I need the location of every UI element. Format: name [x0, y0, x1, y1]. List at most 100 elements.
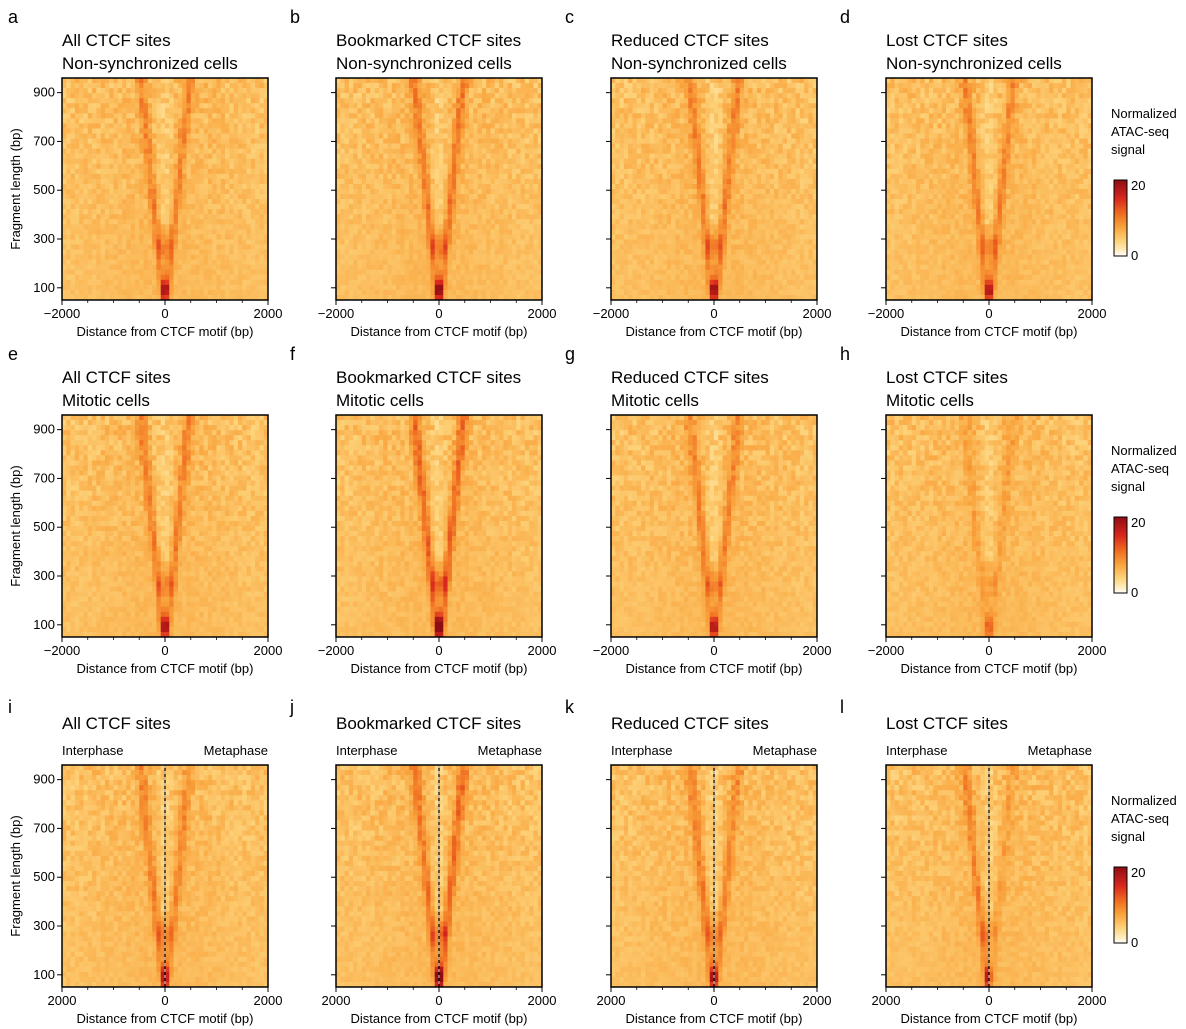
heatmap-cell: [148, 179, 153, 184]
heatmap-cell: [383, 275, 388, 280]
heatmap-cell: [238, 144, 243, 149]
heatmap-cell: [418, 229, 423, 234]
heatmap-cell: [491, 255, 496, 260]
heatmap-cell: [156, 128, 161, 133]
heatmap-cell: [413, 159, 418, 164]
heatmap-cell: [388, 189, 393, 194]
heatmap-cell: [533, 108, 538, 113]
heatmap-cell: [66, 280, 71, 285]
heatmap-cell: [521, 169, 526, 174]
heatmap-cell: [144, 214, 149, 219]
heatmap-cell: [396, 209, 401, 214]
heatmap-cell: [375, 83, 380, 88]
heatmap-cell: [443, 113, 448, 118]
heatmap-cell: [144, 224, 149, 229]
heatmap-cell: [165, 194, 170, 199]
heatmap-cell: [161, 118, 166, 123]
heatmap-cell: [349, 123, 354, 128]
heatmap-cell: [92, 93, 97, 98]
heatmap-cell: [375, 229, 380, 234]
heatmap-cell: [366, 239, 371, 244]
heatmap-cell: [139, 245, 144, 250]
heatmap-cell: [101, 174, 106, 179]
heatmap-cell: [139, 199, 144, 204]
heatmap-cell: [430, 260, 435, 265]
heatmap-cell: [135, 88, 140, 93]
heatmap-cell: [525, 123, 530, 128]
heatmap-cell: [174, 169, 179, 174]
heatmap-cell: [182, 184, 187, 189]
heatmap-cell: [430, 144, 435, 149]
heatmap-cell: [723, 123, 728, 128]
heatmap-cell: [456, 229, 461, 234]
heatmap-cell: [473, 290, 478, 295]
heatmap-cell: [212, 139, 217, 144]
heatmap-cell: [383, 78, 388, 83]
heatmap-cell: [392, 285, 397, 290]
heatmap-cell: [748, 98, 753, 103]
heatmap-cell: [516, 275, 521, 280]
heatmap-cell: [491, 245, 496, 250]
heatmap-cell: [620, 93, 625, 98]
heatmap-cell: [383, 149, 388, 154]
heatmap-cell: [495, 189, 500, 194]
heatmap-cell: [667, 144, 672, 149]
heatmap-cell: [435, 144, 440, 149]
heatmap-cell: [435, 134, 440, 139]
heatmap-cell: [139, 98, 144, 103]
heatmap-cell: [118, 290, 123, 295]
heatmap-cell: [370, 139, 375, 144]
heatmap-cell: [418, 290, 423, 295]
heatmap-cell: [512, 149, 517, 154]
heatmap-cell: [688, 139, 693, 144]
heatmap-cell: [663, 118, 668, 123]
heatmap-cell: [345, 265, 350, 270]
heatmap-cell: [195, 245, 200, 250]
heatmap-cell: [178, 179, 183, 184]
heatmap-cell: [804, 78, 809, 83]
heatmap-cell: [238, 234, 243, 239]
heatmap-cell: [400, 169, 405, 174]
heatmap-cell: [208, 103, 213, 108]
heatmap-cell: [383, 108, 388, 113]
heatmap-cell: [105, 275, 110, 280]
heatmap-cell: [435, 164, 440, 169]
heatmap-cell: [83, 113, 88, 118]
heatmap-cell: [624, 103, 629, 108]
heatmap-cell: [375, 214, 380, 219]
heatmap-cell: [366, 270, 371, 275]
heatmap-cell: [208, 108, 213, 113]
heatmap-cell: [131, 128, 136, 133]
heatmap-cell: [148, 239, 153, 244]
heatmap-cell: [251, 118, 256, 123]
heatmap-cell: [491, 204, 496, 209]
heatmap-cell: [620, 123, 625, 128]
heatmap-cell: [212, 128, 217, 133]
heatmap-cell: [204, 154, 209, 159]
heatmap-cell: [529, 199, 534, 204]
heatmap-cell: [486, 103, 491, 108]
heatmap-cell: [418, 285, 423, 290]
heatmap-cell: [499, 250, 504, 255]
heatmap-cell: [234, 103, 239, 108]
heatmap-cell: [379, 83, 384, 88]
heatmap-cell: [204, 265, 209, 270]
heatmap-cell: [430, 209, 435, 214]
heatmap-cell: [131, 113, 136, 118]
heatmap-cell: [778, 128, 783, 133]
heatmap-cell: [422, 250, 427, 255]
heatmap-cell: [418, 78, 423, 83]
heatmap-cell: [217, 128, 222, 133]
heatmap-cell: [362, 280, 367, 285]
heatmap-cell: [469, 159, 474, 164]
heatmap-cell: [503, 144, 508, 149]
heatmap-cell: [370, 169, 375, 174]
heatmap-cell: [161, 144, 166, 149]
heatmap-cell: [225, 108, 230, 113]
heatmap-cell: [148, 88, 153, 93]
heatmap-cell: [247, 103, 252, 108]
heatmap-cell: [353, 134, 358, 139]
heatmap-cell: [174, 219, 179, 224]
heatmap-cell: [259, 219, 264, 224]
heatmap-cell: [144, 234, 149, 239]
